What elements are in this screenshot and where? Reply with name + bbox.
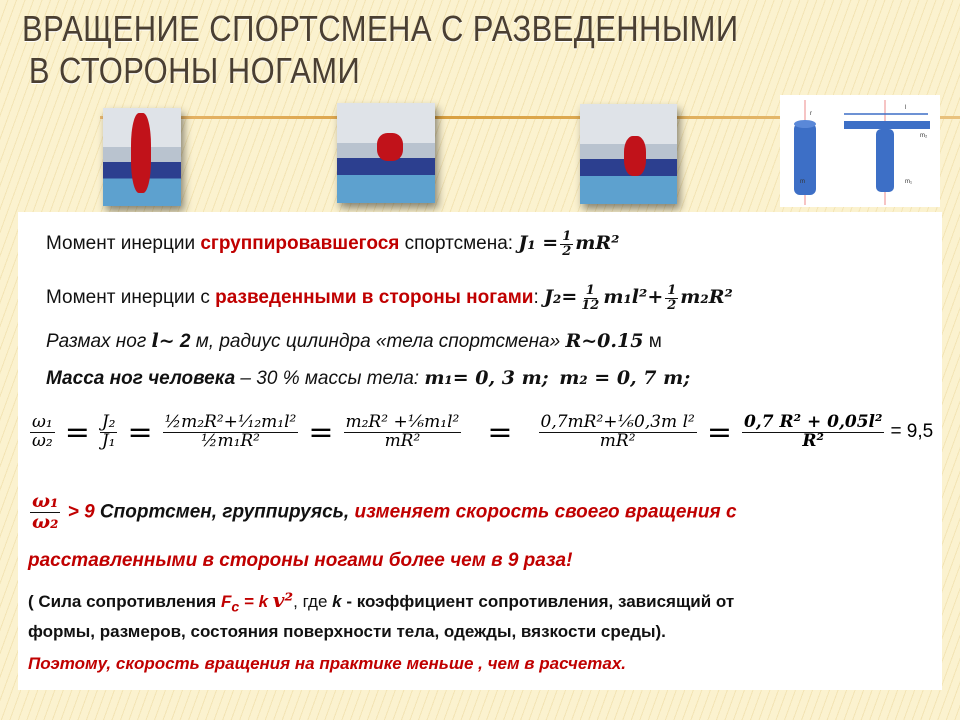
svg-text:m₂: m₂	[920, 133, 928, 139]
title-line-2: В СТОРОНЫ НОГАМИ	[28, 50, 361, 91]
term: m₁l²+	[603, 286, 664, 309]
var: v²	[272, 588, 294, 612]
svg-text:l: l	[905, 105, 906, 111]
equals: =	[64, 414, 90, 450]
fraction: 1 12	[581, 283, 600, 313]
m2: m₂ = 0, 7 m;	[559, 367, 691, 389]
photo-athlete-3	[580, 104, 677, 204]
equals: =	[706, 414, 732, 450]
text: м, радиус цилиндра «тела спортсмена»	[190, 331, 566, 352]
svg-text:m₁: m₁	[905, 179, 912, 185]
line-inertia-spread: Момент инерции с разведенными в стороны …	[46, 284, 733, 312]
fraction-5: 0,7mR²+⅙0,3m l² mR²	[538, 412, 697, 451]
cylinder-diagram: l r m m₂ m₁	[780, 95, 940, 207]
text: Размах ног	[46, 331, 152, 352]
highlight: разведенными в стороны ногами	[215, 287, 534, 309]
fraction-4: m₂R² +⅙m₁l² mR²	[343, 412, 462, 451]
text: Масса ног человека	[46, 368, 236, 389]
text: Момент инерции с	[46, 287, 216, 309]
term: m₂R²	[680, 286, 733, 309]
formula-lhs: J₁ =	[518, 232, 559, 255]
text: = k	[239, 592, 273, 611]
divider	[100, 116, 960, 119]
highlight: сгруппировавшегося	[200, 233, 400, 255]
var: k	[332, 592, 342, 611]
fraction-omega: ω₁ ω₂	[30, 412, 55, 451]
result: = 9,5	[890, 421, 934, 443]
text: :	[533, 287, 545, 309]
text: - коэффициент сопротивления, зависящий о…	[341, 592, 735, 611]
content-box: Момент инерции сгруппировавшегося спортс…	[18, 212, 942, 690]
var: R~0.15	[565, 330, 644, 352]
equals: =	[127, 414, 153, 450]
text: спортсмена:	[399, 233, 519, 255]
ratio-equation: ω₁ ω₂ = J₂ J₁ = ½m₂R²+¹⁄₁₂m₁l² ½m₁R² = m₂R²…	[28, 412, 934, 451]
var: l~	[151, 330, 175, 352]
slide-title: ВРАЩЕНИЕ СПОРТСМЕНА С РАЗВЕДЕННЫМИ В СТО…	[22, 8, 739, 92]
svg-text:m: m	[800, 179, 805, 185]
line-leg-span: Размах ног l~ 2 м, радиус цилиндра «тела…	[46, 330, 662, 353]
line-resistance: ( Сила сопротивления Fc = k v², где k - …	[28, 588, 734, 615]
highlight: изменяет скорость своего вращения с	[354, 501, 737, 523]
text: Момент инерции	[46, 233, 201, 255]
m1: m₁= 0, 3 m;	[424, 367, 549, 389]
text: ( Сила сопротивления	[28, 592, 221, 611]
line-conclusion: ω₁ ω₂ > 9 Спортсмен, группируясь, изменяе…	[28, 490, 737, 533]
line-conclusion-2: расставленными в стороны ногами более че…	[28, 550, 573, 571]
fraction-omega: ω₁ ω₂	[30, 490, 61, 533]
equals: =	[308, 414, 334, 450]
equals: =	[487, 414, 513, 450]
svg-text:r: r	[810, 111, 812, 117]
text: – 30 % массы тела:	[235, 368, 425, 389]
text: Спортсмен, группируясь,	[94, 501, 355, 523]
text: , где	[293, 592, 333, 611]
line-resistance-2: формы, размеров, состояния поверхности т…	[28, 622, 666, 641]
sub: c	[231, 599, 240, 616]
line-practice-note: Поэтому, скорость вращения на практике м…	[28, 654, 627, 673]
line-inertia-grouped: Момент инерции сгруппировавшегося спортс…	[46, 230, 620, 258]
unit: м	[643, 331, 662, 352]
formula-rhs: mR²	[575, 232, 620, 255]
photo-athlete-2	[337, 103, 435, 203]
formula-lhs: J₂=	[544, 286, 578, 309]
value: 2	[174, 331, 191, 352]
title-line-1: ВРАЩЕНИЕ СПОРТСМЕНА С РАЗВЕДЕННЫМИ	[22, 8, 739, 49]
fraction-j: J₂ J₁	[99, 412, 118, 451]
var: F	[220, 592, 232, 611]
fraction-3: ½m₂R²+¹⁄₁₂m₁l² ½m₁R²	[162, 412, 299, 451]
fraction-6: 0,7 R² + 0,05l² R²	[741, 412, 885, 451]
photo-athlete-1	[103, 108, 181, 206]
text: > 9	[62, 501, 95, 523]
line-leg-mass: Масса ног человека – 30 % массы тела: m₁…	[46, 367, 690, 390]
